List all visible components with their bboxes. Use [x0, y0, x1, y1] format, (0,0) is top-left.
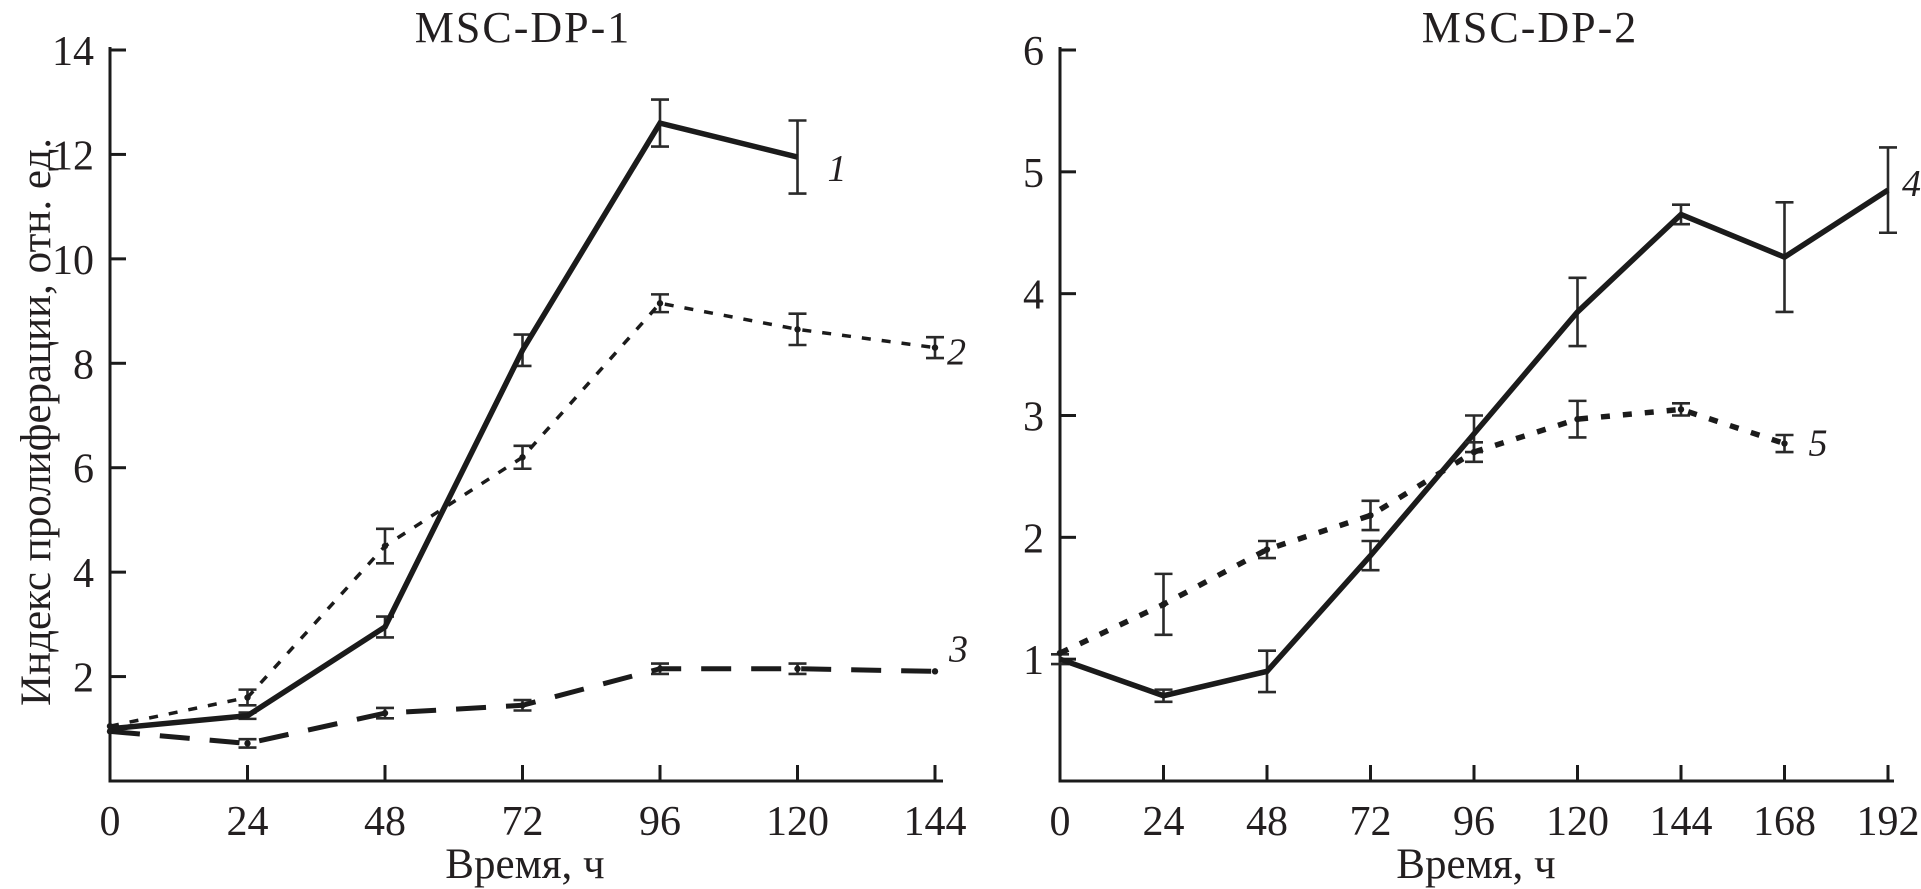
- y-tick-label: 14: [52, 29, 94, 75]
- series-5: 5: [1056, 399, 1828, 657]
- panel-1-title: MSC-DP-1: [414, 3, 632, 52]
- x-tick-label: 168: [1753, 799, 1816, 845]
- x-tick-label: 24: [227, 799, 269, 845]
- x-tick-label: 120: [766, 799, 829, 845]
- y-tick-label: 4: [1023, 273, 1044, 319]
- series-5-point: [1160, 601, 1167, 608]
- x-tick-label: 72: [1350, 799, 1392, 845]
- panel-2-x-axis-title: Время, ч: [1396, 841, 1556, 888]
- x-tick-label: 0: [100, 799, 121, 845]
- series-3-point: [931, 668, 939, 675]
- x-tick-label: 144: [904, 799, 967, 845]
- series-1-line: [109, 119, 799, 732]
- panel-1-x-axis-title: Время, ч: [445, 841, 605, 888]
- x-tick-label: 0: [1050, 799, 1071, 845]
- series-2-point: [931, 344, 939, 351]
- series-2-point: [794, 326, 801, 333]
- x-tick-label: 120: [1546, 799, 1609, 845]
- x-tick-label: 48: [1246, 799, 1288, 845]
- series-5-point: [1367, 512, 1374, 519]
- x-tick-label: 24: [1143, 799, 1185, 845]
- series-5-point: [1056, 649, 1064, 657]
- series-3-point: [519, 702, 526, 709]
- series-4-label: 4: [1902, 163, 1921, 205]
- series-3-point: [381, 709, 389, 717]
- series-2: 2: [106, 293, 966, 730]
- panel-2-title: MSC-DP-2: [1421, 3, 1639, 52]
- x-tick-label: 96: [639, 799, 681, 845]
- y-tick-label: 8: [73, 342, 94, 388]
- series-2-point: [381, 542, 389, 550]
- series-5-point: [1263, 546, 1271, 553]
- y-tick-label: 4: [73, 551, 94, 597]
- y-tick-label: 1: [1023, 638, 1044, 684]
- series-5-point: [1574, 415, 1581, 423]
- x-tick-label: 72: [502, 799, 544, 845]
- x-tick-label: 144: [1650, 799, 1713, 845]
- x-tick-label: 48: [364, 799, 406, 845]
- series-3-point: [656, 665, 664, 672]
- series-4: 4: [1051, 146, 1921, 704]
- series-1-label: 1: [828, 148, 847, 190]
- y-tick-label: 2: [1023, 516, 1044, 562]
- series-5-point: [1677, 406, 1685, 413]
- series-3-label: 3: [948, 628, 968, 670]
- y-tick-label: 5: [1023, 151, 1044, 197]
- series-3-point: [244, 740, 251, 747]
- series-5-line: [1058, 406, 1786, 656]
- panel-1-y-axis-title: Индекс пролиферации, отн. ед.: [13, 137, 60, 706]
- series-5-label: 5: [1809, 423, 1828, 465]
- series-2-label: 2: [947, 332, 966, 374]
- y-tick-label: 2: [73, 656, 94, 702]
- y-tick-label: 3: [1023, 395, 1044, 441]
- axes-line: [108, 47, 943, 783]
- panel-2: 1 2 3 4 5 6 0 24 48 72 96 120 144 168 192 4 5: [1023, 29, 1921, 845]
- series-2-point: [519, 454, 526, 461]
- y-tick-label: 12: [52, 133, 94, 179]
- series-2-point: [244, 694, 251, 701]
- series-3: 3: [106, 628, 968, 749]
- axes-line: [1058, 47, 1894, 783]
- x-tick-label: 192: [1857, 799, 1920, 845]
- series-3-point: [106, 728, 114, 735]
- series-1: 1: [109, 98, 847, 732]
- series-5-point: [1781, 440, 1788, 447]
- series-5-point: [1470, 448, 1478, 456]
- x-tick-label: 96: [1453, 799, 1495, 845]
- series-4-line: [1059, 187, 1890, 699]
- y-tick-label: 6: [1023, 29, 1044, 75]
- series-2-point: [106, 722, 114, 730]
- series-3-point: [794, 665, 801, 672]
- y-tick-label: 10: [52, 238, 94, 284]
- series-2-point: [656, 300, 664, 307]
- y-tick-label: 6: [73, 447, 94, 493]
